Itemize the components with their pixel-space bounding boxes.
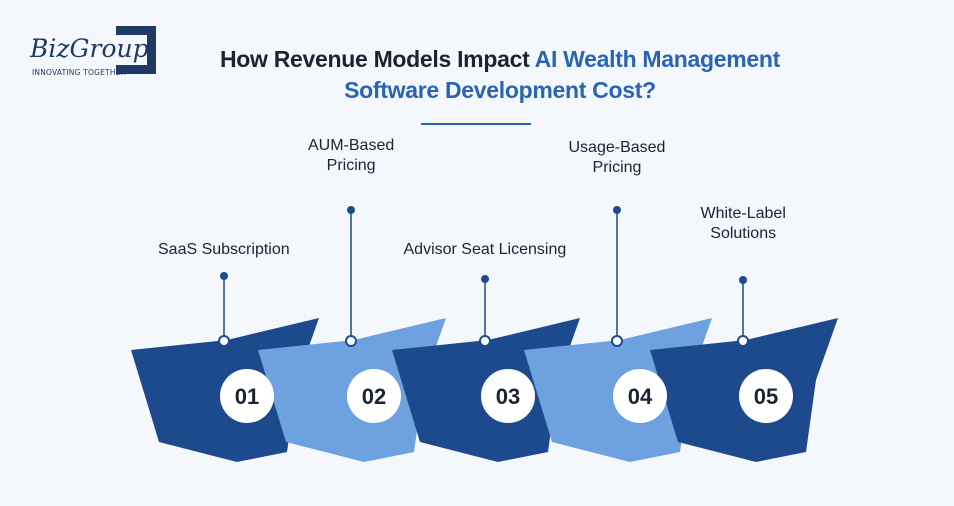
step-label-5: White-Label Solutions bbox=[701, 204, 786, 244]
logo-frame bbox=[116, 26, 156, 74]
step-number-5: 05 bbox=[754, 384, 778, 409]
step-number-4: 04 bbox=[628, 384, 653, 409]
step-label-line: Usage-Based bbox=[568, 139, 666, 156]
connector-dot-top-3 bbox=[481, 275, 489, 283]
connector-dot-top-4 bbox=[613, 206, 621, 214]
connector-dot-bottom-2 bbox=[345, 335, 357, 347]
step-number-badge-4 bbox=[613, 369, 667, 423]
connector-dot-bottom-5 bbox=[737, 335, 749, 347]
step-label-line: White-Label bbox=[700, 205, 786, 222]
step-label-3: Advisor Seat Licensing bbox=[404, 240, 567, 260]
title-underline bbox=[421, 123, 531, 125]
step-number-3: 03 bbox=[496, 384, 520, 409]
step-label-line: Solutions bbox=[710, 225, 777, 242]
logo-name: BizGroup bbox=[30, 34, 149, 63]
step-label-line: Pricing bbox=[592, 159, 642, 176]
step-label-line: SaaS Subscription bbox=[158, 241, 290, 258]
connector-dot-top-1 bbox=[220, 272, 228, 280]
step-label-2: AUM-Based Pricing bbox=[308, 136, 394, 176]
connector-dot-top-2 bbox=[347, 206, 355, 214]
step-label-line: Pricing bbox=[326, 157, 376, 174]
step-number-badge-3 bbox=[481, 369, 535, 423]
step-label-4: Usage-Based Pricing bbox=[569, 138, 666, 178]
step-label-line: AUM-Based bbox=[308, 137, 395, 154]
bizgroup-logo: BizGroup INNOVATING TOGETHER bbox=[24, 20, 164, 84]
step-number-1: 01 bbox=[235, 384, 259, 409]
step-number-badge-1 bbox=[220, 369, 274, 423]
connector-dot-bottom-1 bbox=[218, 335, 230, 347]
step-number-2: 02 bbox=[362, 384, 386, 409]
title-part-accent: AI Wealth Management Software Developmen… bbox=[344, 46, 781, 103]
step-label-1: SaaS Subscription bbox=[158, 240, 290, 260]
logo-tagline: INNOVATING TOGETHER bbox=[32, 68, 127, 77]
connector-dot-top-5 bbox=[739, 276, 747, 284]
step-label-line: Advisor Seat Licensing bbox=[403, 241, 567, 258]
step-number-badge-2 bbox=[347, 369, 401, 423]
step-number-badge-5 bbox=[739, 369, 793, 423]
connector-dot-bottom-4 bbox=[611, 335, 623, 347]
page-title: How Revenue Models Impact AI Wealth Mana… bbox=[190, 44, 810, 106]
connector-dot-bottom-3 bbox=[479, 335, 491, 347]
title-part-plain: How Revenue Models Impact bbox=[219, 46, 535, 72]
